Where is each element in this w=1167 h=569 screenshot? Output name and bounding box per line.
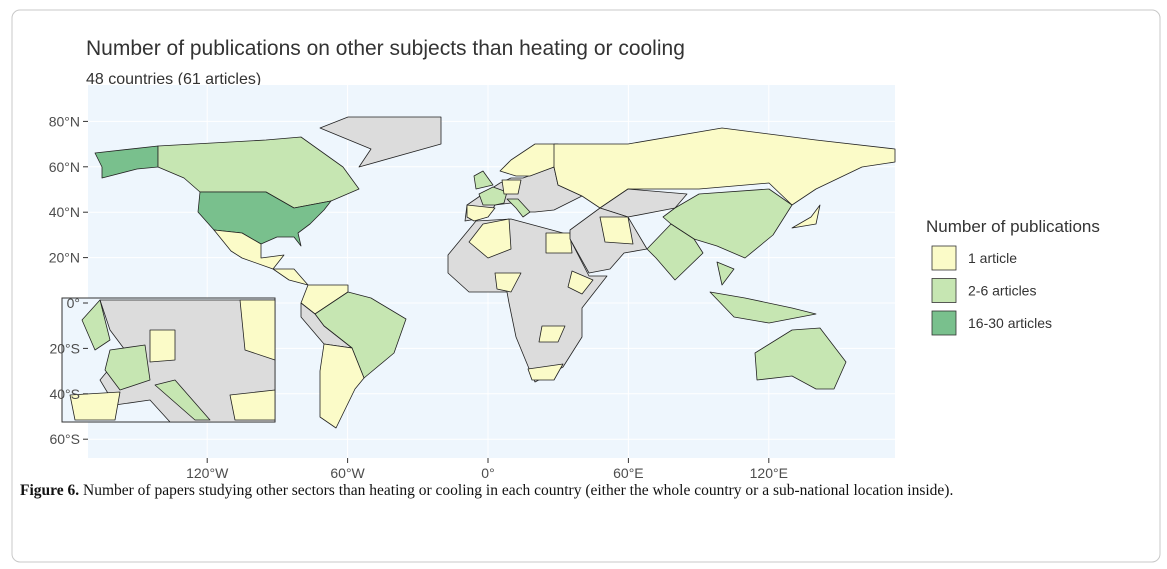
ethiopia <box>567 270 594 295</box>
y-tick-label: 20°N <box>49 250 80 266</box>
map-subtitle: 48 countries (61 articles) <box>86 71 261 88</box>
legend-label: 16-30 articles <box>968 315 1052 331</box>
legend-label: 1 article <box>968 250 1017 266</box>
algeria <box>468 218 512 259</box>
legend-title: Number of publications <box>926 217 1100 236</box>
mexico <box>213 229 285 270</box>
inset-se <box>229 389 276 421</box>
y-tick-label: 60°N <box>49 159 80 175</box>
caption-label: Figure 6. <box>20 482 80 499</box>
indonesia <box>709 291 817 324</box>
europe-inset <box>61 297 276 423</box>
inset-italy <box>154 379 211 421</box>
inset-spain <box>69 391 121 421</box>
iran <box>599 216 634 245</box>
figure-frame <box>11 9 1161 563</box>
nigeria <box>494 272 522 293</box>
legend-swatch <box>931 310 957 336</box>
y-tick-label: 40°S <box>49 386 80 402</box>
inset-east <box>239 299 276 361</box>
argentina-chile <box>319 343 365 429</box>
y-tick-label: 80°N <box>49 113 80 129</box>
caption-text: Number of papers studying other sectors … <box>83 482 954 499</box>
x-tick-label: 60°E <box>613 465 644 481</box>
egypt <box>545 232 573 254</box>
spain <box>466 204 496 222</box>
inset-germany <box>149 329 176 363</box>
legend-label: 2-6 articles <box>968 283 1036 299</box>
inset-france <box>104 344 151 391</box>
south-africa <box>527 363 564 381</box>
legend-swatch <box>931 245 957 271</box>
x-tick-label: 120°E <box>750 465 788 481</box>
italy <box>506 198 531 218</box>
japan <box>791 204 821 229</box>
legend-swatch <box>931 278 957 303</box>
y-tick-label: 20°S <box>49 340 80 356</box>
caption: Figure 6. Number of papers studying othe… <box>20 480 1110 502</box>
africa <box>447 218 608 383</box>
uk <box>473 170 494 190</box>
y-tick-label: 60°S <box>49 431 80 447</box>
map-title: Number of publications on other subjects… <box>86 37 685 60</box>
india <box>646 223 704 281</box>
greenland <box>319 116 442 168</box>
france <box>478 186 508 206</box>
x-tick-label: 120°W <box>186 465 229 481</box>
y-tick-label: 0° <box>67 295 80 311</box>
thailand <box>716 261 735 286</box>
x-tick-label: 60°W <box>330 465 365 481</box>
germany <box>501 179 522 195</box>
zambia <box>538 325 566 343</box>
y-tick-label: 40°N <box>49 204 80 220</box>
inset-land <box>99 299 276 423</box>
australia <box>754 327 847 390</box>
inset-uk <box>81 299 111 351</box>
x-tick-label: 0° <box>481 465 494 481</box>
countries <box>94 116 896 429</box>
